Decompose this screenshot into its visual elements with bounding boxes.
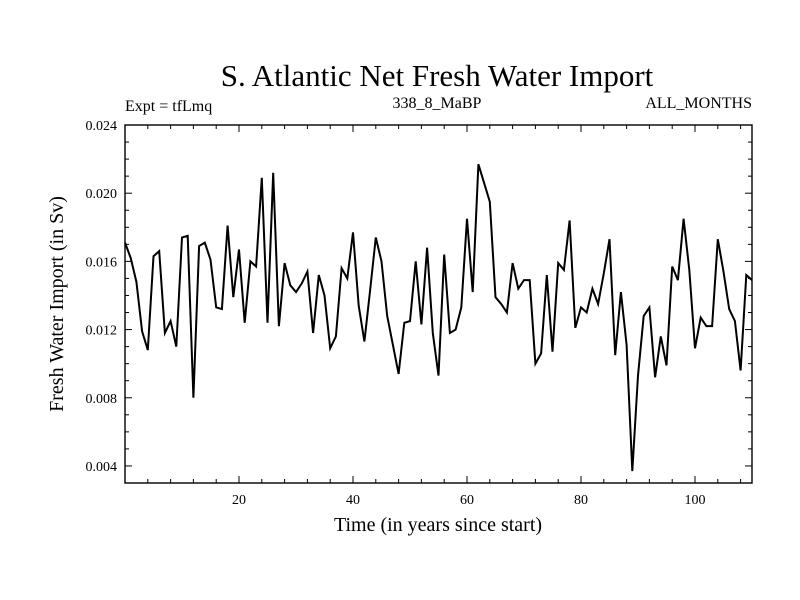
x-axis-ticks: 20 40 60 80 100 xyxy=(124,125,742,508)
series-line xyxy=(124,163,753,472)
x-tick-label: 80 xyxy=(574,493,588,508)
x-tick-label: 40 xyxy=(346,493,360,508)
months-label: ALL_MONTHS xyxy=(645,95,752,112)
y-tick-label: 0.024 xyxy=(86,119,118,134)
x-tick-label: 60 xyxy=(460,493,474,508)
x-tick-label: 100 xyxy=(685,493,706,508)
x-tick-label: 20 xyxy=(232,493,246,508)
y-tick-label: 0.004 xyxy=(86,460,118,475)
y-axis-ticks: 0.004 0.008 0.012 0.016 0.020 0.024 xyxy=(86,119,752,484)
run-label: 338_8_MaBP xyxy=(393,95,482,112)
series-layer xyxy=(124,163,753,472)
experiment-label: Expt = tfLmq xyxy=(125,98,212,115)
y-tick-label: 0.020 xyxy=(86,187,118,202)
chart-title: S. Atlantic Net Fresh Water Import xyxy=(221,58,654,93)
y-tick-label: 0.012 xyxy=(86,324,118,339)
y-tick-label: 0.008 xyxy=(86,392,118,407)
y-tick-label: 0.016 xyxy=(86,255,118,270)
x-axis-label: Time (in years since start) xyxy=(334,514,542,536)
y-axis-label: Fresh Water Import (in Sv) xyxy=(46,196,68,412)
plot-frame xyxy=(124,124,753,484)
